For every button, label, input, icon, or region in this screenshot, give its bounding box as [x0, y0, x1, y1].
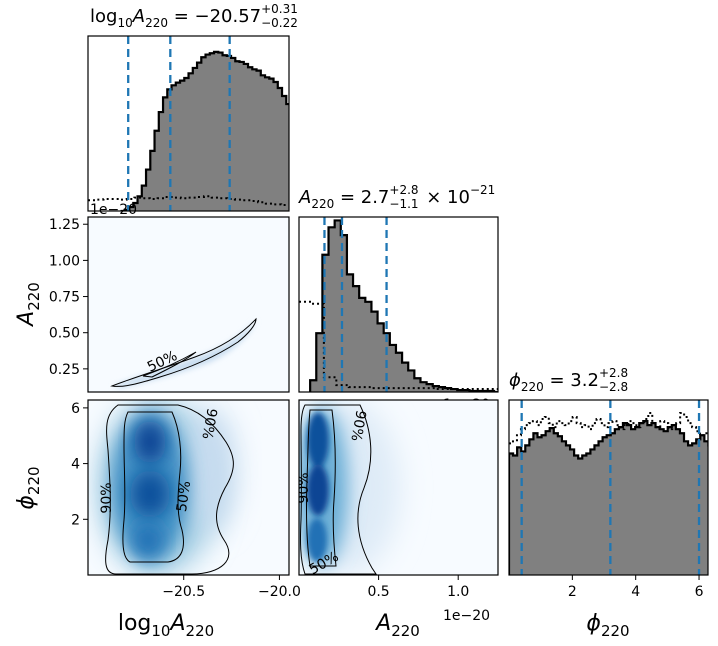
density-map: 90% 90% 50% [296, 400, 400, 575]
histogram-fill [120, 51, 289, 211]
x-tick-label: 1.0 [447, 584, 469, 600]
histogram-fill [310, 220, 498, 392]
x-tick-label: 6 [695, 584, 704, 600]
y-tick-label: 0.25 [49, 362, 80, 378]
axes-frame [508, 399, 709, 576]
contour-label-90-left: 90% [99, 482, 115, 513]
density-map: 90% 50% 90% [98, 400, 236, 575]
histogram-outline [120, 50, 289, 211]
histogram-outline [509, 419, 708, 575]
y-tick-label: 0.75 [49, 290, 80, 306]
y-axis-label: ϕ220 [14, 466, 43, 509]
panel-phi220-vs-log10A220: 90% 50% 90% −20.5 −20.0 2 4 6 log10A220 ϕ22… [14, 399, 301, 640]
panel-A220-marginal: A220 = 2.7+2.8−1.1 × 10−21 1e−20 [298, 183, 499, 413]
panel-phi220-marginal: ϕ220 = 3.2+2.8 −2.8 2 4 6 ϕ220 [508, 366, 709, 640]
axis-offset-label: 1e−20 [90, 202, 137, 218]
axes-frame [298, 399, 499, 576]
x-axis-label: log10A220 [118, 611, 214, 640]
axes-frame [87, 35, 290, 212]
contour-label-90-right: 90% [198, 407, 219, 440]
x-tick-label: 4 [631, 584, 640, 600]
y-tick-label: 6 [71, 401, 80, 417]
x-axis-label: ϕ220 [586, 611, 629, 640]
y-tick-label: 4 [71, 457, 80, 473]
panel-title: A220 = 2.7+2.8 −1.1 × 10−21 [298, 183, 495, 211]
axes-frame [87, 216, 290, 393]
y-axis-label: A220 [14, 282, 43, 328]
contour-50 [122, 411, 184, 563]
x-tick-label: 2 [568, 584, 577, 600]
contour-label-90-left: 90% [296, 472, 312, 503]
panel-phi220-vs-A220: 90% 90% 50% 0.5 1.0 A220 1e−20 [296, 399, 499, 640]
prior-histogram [509, 411, 708, 445]
panel-title: log10A220 = −20.57+0.31 −0.22 [90, 2, 298, 30]
y-tick-label: 1.25 [49, 217, 80, 233]
contour-50 [305, 409, 337, 567]
histogram-fill [509, 421, 708, 575]
contour-90 [300, 404, 377, 575]
y-tick-label: 1.00 [49, 253, 80, 269]
x-tick-label: 0.5 [367, 584, 389, 600]
contour-label-50: 50% [174, 480, 194, 513]
prior-histogram [88, 195, 289, 206]
axes-frame [298, 216, 499, 393]
x-tick-label: −20.0 [258, 584, 301, 600]
y-tick-label: 0.50 [49, 326, 80, 342]
contour-90 [105, 404, 234, 575]
panel-title: ϕ220 = 3.2+2.8 −2.8 [509, 366, 628, 394]
x-tick-label: −20.5 [162, 584, 205, 600]
contour-label-90-right: 90% [347, 409, 368, 442]
axis-offset-label: 1e−20 [443, 608, 490, 624]
contour-50 [142, 351, 197, 378]
panel-A220-vs-log10A220: 50% 0.250.500.751.001.25 A220 [14, 216, 290, 393]
x-axis-label: A220 [374, 611, 420, 640]
y-tick-label: 2 [71, 512, 80, 528]
panel-log10A220-marginal: log10A220 = −20.57+0.31 −0.22 1e−20 [87, 2, 298, 218]
axes-frame [87, 399, 290, 576]
